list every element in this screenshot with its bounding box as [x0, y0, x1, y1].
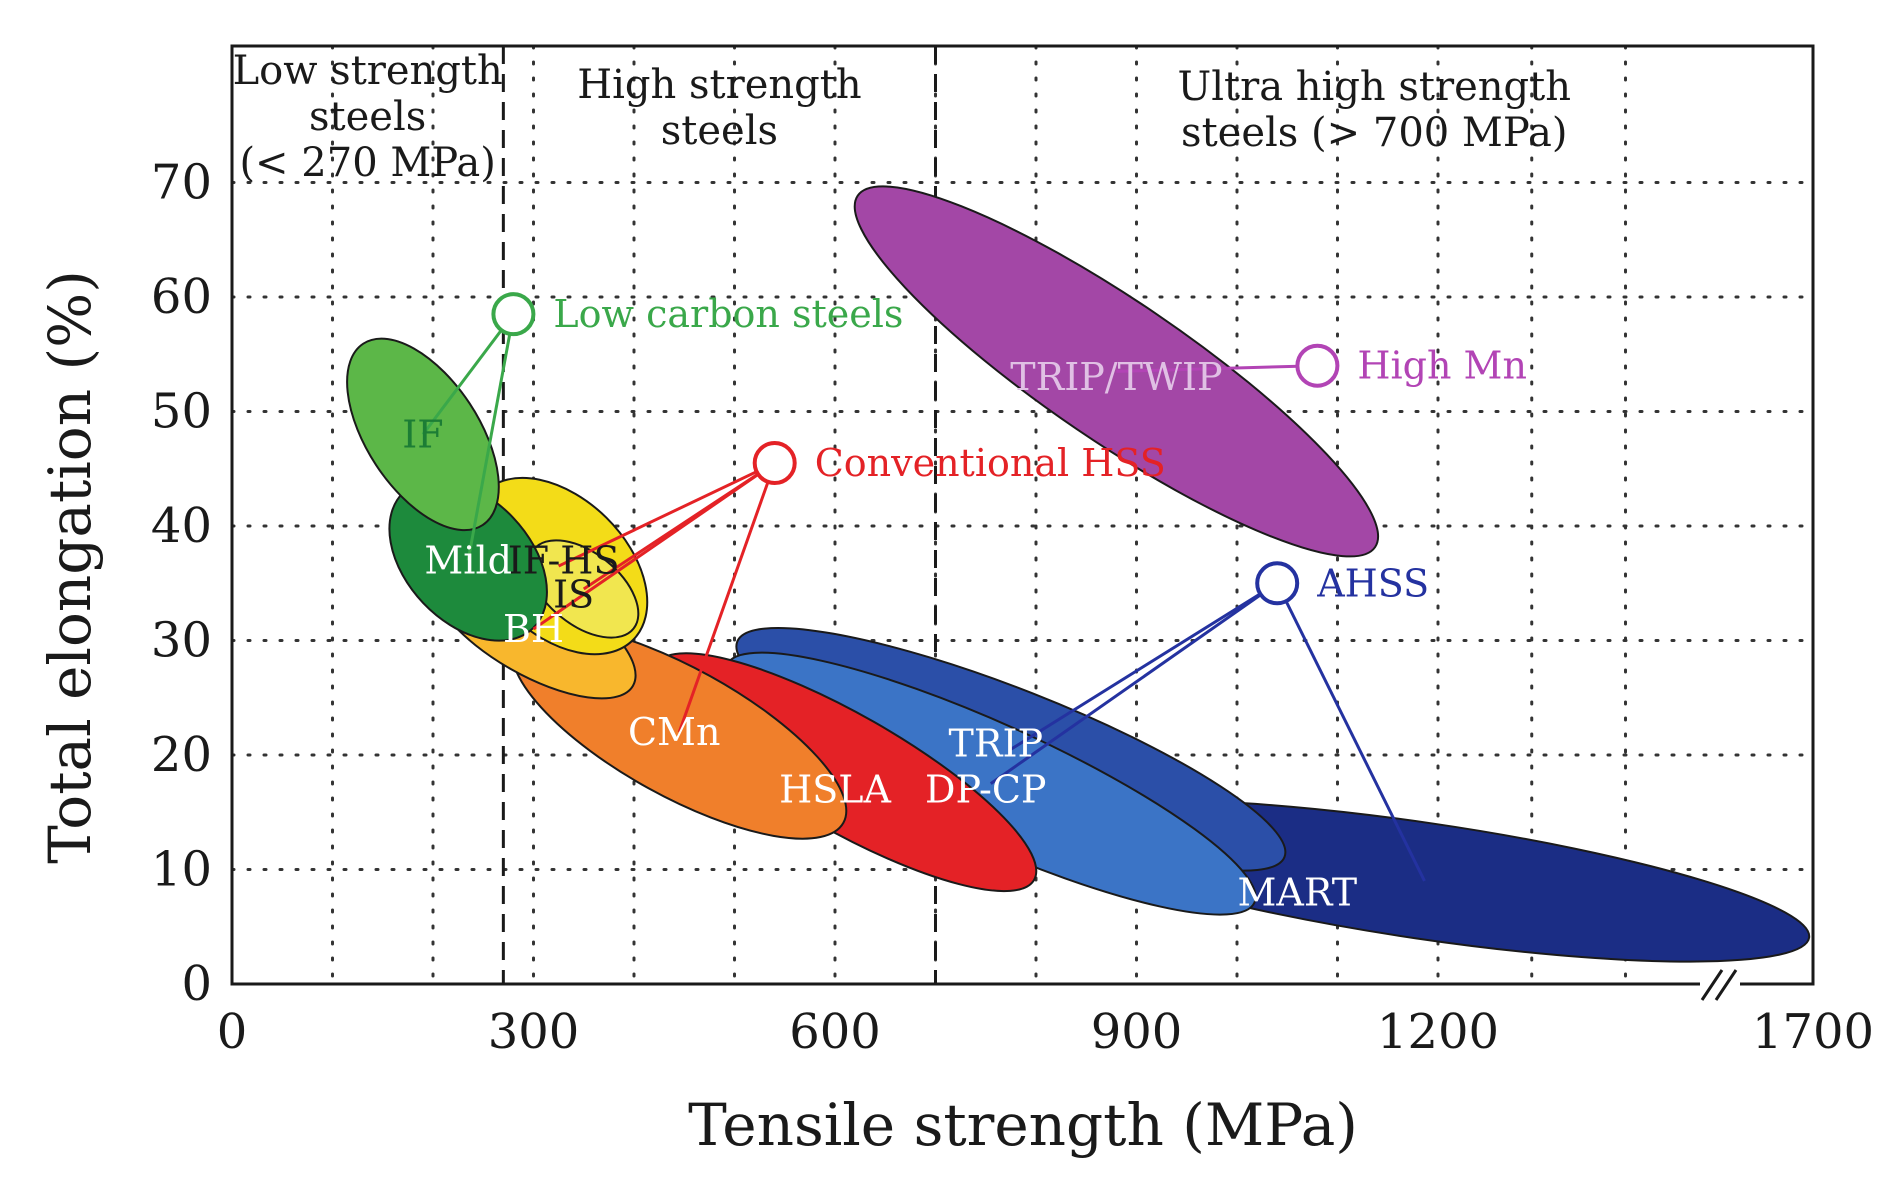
y-tick-label: 60 [151, 269, 212, 325]
group-label-ahss: AHSS [1316, 561, 1429, 605]
region-label: Ultra high strength [1178, 64, 1572, 110]
connector-line [466, 313, 515, 561]
y-tick-label: 20 [151, 727, 212, 783]
connector-line [421, 313, 515, 436]
plot-frame [230, 44, 1815, 986]
y-tick-label: 30 [151, 613, 212, 669]
x-tick-label: 600 [789, 1004, 881, 1060]
connector-line [1116, 364, 1318, 373]
x-tick-label: 1700 [1752, 1004, 1874, 1060]
series-label-mild: Mild [424, 538, 512, 582]
y-tick-label: 0 [181, 956, 212, 1012]
series-label-if: IF [402, 412, 443, 456]
x-tick-label: 0 [217, 1004, 248, 1060]
y-tick-label: 10 [151, 842, 212, 898]
series-label-ifhs: IF-HS [508, 538, 620, 582]
series-label-hsla: HSLA [779, 767, 891, 811]
series-label-triptwip: TRIP/TWIP [1010, 355, 1222, 399]
series-label-dpcp: DP-CP [925, 767, 1046, 811]
group-label-highmn: High Mn [1357, 344, 1527, 388]
connector-line [532, 461, 776, 631]
region-label: steels (> 700 MPa) [1181, 110, 1567, 156]
connector-layer [421, 292, 1426, 882]
x-tick-label: 300 [488, 1004, 580, 1060]
y-tick-label: 40 [151, 498, 212, 554]
y-tick-label: 50 [151, 384, 212, 440]
tick-layer: 0 300 600 900 1200 1700 0 10 20 30 40 50 60 70 [151, 155, 1874, 1061]
region-label: High strength [577, 62, 861, 108]
region-label: steels [661, 108, 778, 154]
y-axis-title: Total elongation (%) [36, 270, 104, 864]
group-label-lowcarbonsteels: Low carbon steels [553, 292, 903, 336]
series-label-cmn: CMn [628, 710, 720, 754]
region-label: steels [309, 94, 426, 140]
connector-line [677, 462, 777, 733]
y-tick-label: 70 [151, 155, 212, 211]
series-label-mart: MART [1237, 870, 1357, 914]
group-marker [1255, 561, 1300, 606]
group-marker [491, 292, 536, 337]
group-marker [1295, 343, 1340, 388]
series-label-bh: BH [503, 607, 564, 651]
x-tick-label: 1200 [1377, 1004, 1499, 1060]
region-label: Low strength [233, 48, 503, 94]
series-label-trip: TRIP [949, 722, 1044, 766]
x-tick-label: 900 [1091, 1004, 1183, 1060]
connector-line [1010, 581, 1278, 751]
axis-break-mark [1700, 969, 1740, 1001]
region-label: (< 270 MPa) [239, 140, 495, 186]
group-label-conventionalhss: Conventional HSS [815, 441, 1166, 485]
connector-line [1275, 582, 1426, 882]
connector-line [557, 461, 776, 568]
x-axis-title: Tensile strength (MPa) [688, 1091, 1358, 1159]
connector-line [989, 582, 1279, 785]
group-marker [752, 441, 797, 486]
series-label-is: IS [553, 573, 594, 617]
